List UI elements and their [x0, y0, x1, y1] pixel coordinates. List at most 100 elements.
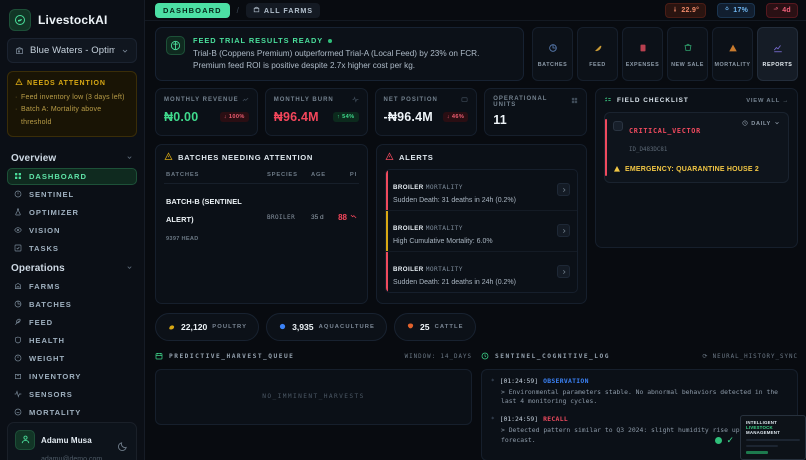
bullet-icon: *	[491, 416, 495, 423]
list-item: * [01:24:59] RECALL > Detected pattern s…	[491, 415, 788, 445]
quick-action-label: REPORTS	[762, 61, 793, 68]
sidebar-item-dashboard[interactable]: DASHBOARD	[7, 167, 137, 185]
moon-icon[interactable]	[117, 439, 128, 457]
neural-history-sync: ⟳ NEURAL_HISTORY_SYNC	[702, 353, 798, 360]
kpi-label: MONTHLY REVENUE	[164, 97, 239, 104]
days-value: 4d	[782, 6, 791, 14]
breadcrumb-current[interactable]: DASHBOARD	[155, 2, 230, 18]
kpi-label: NET POSITION	[383, 97, 438, 104]
sidebar-item-sensors[interactable]: SENSORS	[7, 386, 137, 403]
panel-header: ALERTS	[385, 152, 578, 163]
metric-chip-aquaculture[interactable]: 3,935 AQUACULTURE	[266, 312, 388, 341]
cadence-selector[interactable]: DAILY	[742, 120, 780, 128]
list-item[interactable]: BROILER MORTALITY Sudden Death: 21 death…	[386, 251, 577, 292]
warning-triangle-icon	[164, 152, 173, 163]
sidebar-item-health[interactable]: HEALTH	[7, 332, 137, 349]
farm-selector[interactable]: Blue Waters - Optimized	[7, 38, 137, 63]
wind-icon	[773, 6, 779, 14]
status-dot-icon	[715, 437, 723, 444]
metric-value: 25	[420, 321, 430, 332]
feed-icon	[593, 40, 603, 58]
metric-chip-poultry[interactable]: 22,120 POULTRY	[155, 312, 260, 341]
metric-label: POULTRY	[212, 323, 248, 330]
batch-age: 35 d	[311, 214, 324, 222]
metric-chip-cattle[interactable]: 25 CATTLE	[394, 312, 476, 341]
list-item[interactable]: BROILER MORTALITY High Cumulative Mortal…	[386, 210, 577, 252]
cadence-label: DAILY	[751, 120, 771, 127]
needs-attention-title: NEEDS ATTENTION	[27, 79, 106, 87]
alert-subkind: MORTALITY	[425, 183, 463, 191]
sidebar-item-feed[interactable]: FEED	[7, 314, 137, 331]
brand[interactable]: LivestockAI	[7, 6, 137, 38]
sidebar-item-inventory[interactable]: INVENTORY	[7, 368, 137, 385]
sidebar-item-batches[interactable]: BATCHES	[7, 296, 137, 313]
kpi-head: MONTHLY BURN	[274, 96, 359, 105]
sidebar-item-label: FEED	[29, 317, 54, 327]
log-message: > Detected pattern similar to Q3 2024: s…	[501, 426, 782, 444]
sidebar-item-label: VISION	[29, 225, 61, 235]
view-all-button[interactable]: VIEW ALL →	[746, 97, 789, 104]
sidebar-item-optimizer[interactable]: OPTIMIZER	[7, 204, 137, 221]
sidebar-item-weight[interactable]: WEIGHT	[7, 350, 137, 367]
chevron-right-icon[interactable]	[557, 224, 570, 238]
sidebar-item-mortality[interactable]: MORTALITY	[7, 404, 137, 421]
column-header-batches: BATCHES	[166, 171, 200, 178]
quick-action-reports[interactable]: REPORTS	[757, 27, 798, 81]
list-item[interactable]: BROILER MORTALITY Sudden Death: 31 death…	[386, 169, 577, 211]
activity-icon	[352, 96, 359, 105]
chevron-down-icon	[126, 154, 133, 163]
quick-action-new-sale[interactable]: NEW SALE	[667, 27, 708, 81]
clock-icon	[742, 120, 748, 128]
kpi-head: MONTHLY REVENUE	[164, 96, 249, 105]
alert-circle-icon	[13, 190, 22, 198]
nav-group-overview-title[interactable]: Overview	[7, 148, 137, 168]
trend-down-icon	[350, 213, 357, 222]
metric-chips: 22,120 POULTRY 3,935 AQUACULTURE 25 CATT…	[155, 312, 798, 341]
sidebar-item-sentinel[interactable]: SENTINEL	[7, 186, 137, 203]
chevron-right-icon[interactable]	[557, 183, 570, 197]
checkbox[interactable]	[613, 120, 623, 131]
trend-up-icon	[242, 96, 249, 105]
chevron-right-icon[interactable]	[557, 265, 570, 279]
nav-group-label: Operations	[11, 262, 65, 274]
quick-action-batches[interactable]: BATCHES	[532, 27, 573, 81]
widget-line-3: MANAGEMENT	[746, 430, 780, 435]
main-wrap: DASHBOARD / ALL FARMS 22.9° 17%	[145, 0, 806, 460]
sidebar-item-label: INVENTORY	[29, 371, 82, 381]
nav-group-operations-title[interactable]: Operations	[7, 258, 137, 278]
checklist-item-name: CRITICAL_VECTOR	[629, 126, 701, 135]
checklist-header: FIELD CHECKLIST VIEW ALL →	[604, 96, 789, 106]
floating-preview-widget[interactable]: INTELLIGENT LIVESTOCK MANAGEMENT	[740, 415, 806, 460]
sidebar-item-label: SENTINEL	[29, 189, 75, 199]
brand-name: LivestockAI	[38, 13, 108, 27]
panel-header: BATCHES NEEDING ATTENTION	[164, 152, 359, 163]
scope-label: ALL FARMS	[263, 5, 313, 15]
field-checklist-panel: FIELD CHECKLIST VIEW ALL → CRITICAL_VECT…	[595, 87, 798, 248]
quick-action-mortality[interactable]: MORTALITY	[712, 27, 753, 81]
feed-trial-icon	[166, 36, 185, 55]
nav-group-label: Overview	[11, 152, 57, 164]
quick-action-feed[interactable]: FEED	[577, 27, 618, 81]
quick-action-expenses[interactable]: EXPENSES	[622, 27, 663, 81]
log-tag: OBSERVATION	[543, 376, 589, 385]
widget-bar	[746, 439, 800, 441]
checklist-item-card[interactable]: CRITICAL_VECTOR ID_D483DC81 DAILY	[604, 111, 789, 183]
log-timestamp: [01:24:59]	[499, 376, 539, 385]
user-row[interactable]: Adamu Musa adamu@demo.com	[15, 429, 129, 460]
sidebar-item-label: MORTALITY	[29, 407, 82, 417]
banner-row: FEED TRIAL RESULTS READY Trial-B (Coppen…	[155, 27, 798, 81]
sidebar-item-label: DASHBOARD	[29, 171, 87, 181]
grid-icon	[13, 172, 22, 180]
table-row[interactable]: BATCH-B (SENTINEL ALERT) 9397 HEAD BROIL…	[164, 184, 359, 249]
kpi-value-row: 11	[493, 113, 578, 127]
sidebar-item-vision[interactable]: VISION	[7, 222, 137, 239]
sidebar-item-tasks[interactable]: TASKS	[7, 240, 137, 257]
gauge-icon	[13, 354, 22, 362]
warning-triangle-icon	[385, 152, 394, 163]
alert-kind-label: BROILER	[393, 224, 424, 232]
kpi-net-position: NET POSITION -₦96.4M ↓ 46%	[374, 87, 478, 136]
sidebar-item-farms[interactable]: FARMS	[7, 278, 137, 295]
panel-title: ALERTS	[399, 152, 434, 162]
scope-selector[interactable]: ALL FARMS	[245, 2, 320, 18]
kpi-monthly-burn: MONTHLY BURN ₦96.4M ↑ 54%	[264, 87, 368, 136]
